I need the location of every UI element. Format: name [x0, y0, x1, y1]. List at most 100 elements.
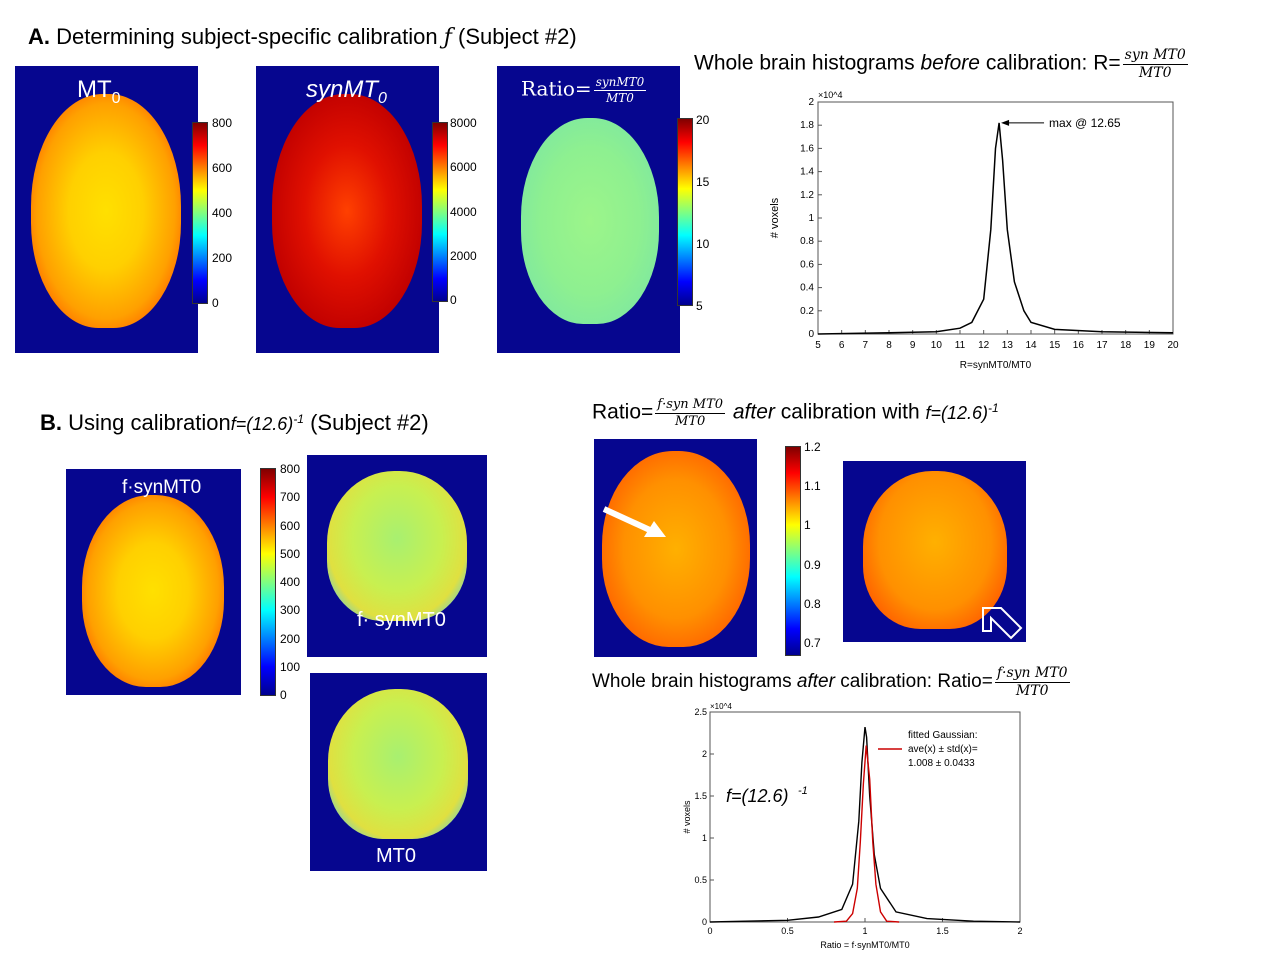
colorbar-tick: 1.1	[804, 479, 821, 494]
mt0-brain	[31, 94, 181, 328]
colorbar-tick: 15	[696, 175, 710, 189]
ratio-axial-image: Ratio= synMT0 MT0	[497, 66, 680, 353]
colorbar-tick: 0.9	[804, 557, 821, 572]
x-tick-label: 19	[1144, 340, 1156, 351]
y-tick-label: 1	[702, 833, 707, 843]
colorbar-tick: 2000	[450, 248, 477, 263]
annotation-label: max @ 12.65	[1049, 116, 1121, 130]
colorbar-tick: 800	[280, 462, 301, 476]
x-tick-label: 8	[886, 340, 892, 351]
colorbar-tick: 400	[212, 206, 233, 220]
x-tick-label: 11	[955, 340, 966, 351]
hist-b-chart: 0 0.5 1 1.5 2 0 0.5 1 1.5 2 2.5×10^4 # voxels Ratio …	[682, 702, 1023, 950]
y-tick-label: 2.5	[694, 707, 707, 717]
colorbar-tick: 200	[212, 251, 233, 265]
colorbar-tick: 500	[280, 546, 301, 561]
section-a-title-text: Determining subject-specific calibration	[56, 24, 438, 49]
colorbar-tick: 1.2	[804, 440, 821, 454]
ratio-after-axial-image	[594, 439, 757, 657]
colorbar-tick: 700	[280, 490, 301, 505]
ratio-after-title: Ratio= f·syn MT0 MT0 after calibration wit…	[592, 397, 999, 429]
x-tick-label: 0.5	[781, 926, 794, 936]
y-tick-label: 0	[808, 329, 814, 340]
synmt0-label: synMT0	[306, 76, 387, 107]
y-tick-label: 0.5	[694, 875, 707, 885]
colorbar-tick: 6000	[450, 160, 477, 175]
x-tick-label: 17	[1096, 340, 1108, 351]
section-a-title: A. Determining subject-specific calibrat…	[28, 24, 577, 50]
x-axis-label: R=synMT0/MT0	[960, 360, 1032, 371]
histogram-line	[817, 122, 1174, 335]
fsynmt0-colorbar	[260, 468, 276, 696]
white-arrow-icon	[602, 506, 666, 537]
outline-arrow-icon	[982, 607, 1023, 640]
x-tick-label: 6	[839, 340, 845, 351]
hist-a-chart: 5 6 7 8 9 10 11 12 13 14 15 16 17 18 19 2000.20.40.60.8…	[769, 90, 1179, 371]
mt0-coronal-label: MT0	[376, 845, 416, 867]
y-tick-label: 0.6	[800, 259, 814, 270]
ratio-label: Ratio= synMT0 MT0	[521, 75, 647, 105]
x-tick-label: 2	[1017, 926, 1022, 936]
x-axis-label: Ratio = f·synMT0/MT0	[820, 940, 909, 950]
hist-a-title: Whole brain histograms before calibratio…	[694, 47, 1188, 81]
colorbar-tick: 100	[280, 659, 301, 674]
colorbar-tick: 0	[450, 293, 457, 307]
gaussian-fit-line	[833, 745, 900, 923]
colorbar-tick: 8000	[450, 116, 477, 130]
colorbar-tick: 400	[280, 575, 301, 589]
x-tick-label: 15	[1049, 340, 1061, 351]
plot-frame	[817, 101, 1174, 335]
mt0-colorbar	[192, 122, 208, 304]
y-tick-label: 1.8	[800, 120, 814, 131]
fsynmt0-axial-image: f·synMT0	[66, 469, 241, 695]
annotation-arrowhead	[1001, 119, 1010, 126]
y-tick-label: 0.8	[800, 236, 814, 247]
ratio-after-coronal-brain	[863, 471, 1007, 629]
inline-f-label: f=(12.6)	[726, 786, 789, 806]
synmt0-axial-image: synMT0	[256, 66, 439, 353]
colorbar-tick: 800	[212, 116, 233, 130]
x-tick-label: 18	[1120, 340, 1132, 351]
y-axis-label: # voxels	[682, 800, 692, 834]
y-tick-label: 1.6	[800, 143, 814, 154]
y-tick-label: 0.2	[800, 306, 814, 317]
ratio-after-coronal-image	[843, 461, 1026, 642]
x-tick-label: 16	[1073, 340, 1085, 351]
mt0-coronal-brain	[328, 689, 468, 839]
legend-title: fitted Gaussian:	[908, 730, 977, 741]
y-tick-label: 0	[702, 917, 707, 927]
fsynmt0-coronal-label: f· synMT0	[357, 609, 446, 631]
y-tick-label: 1.4	[800, 167, 814, 178]
colorbar-tick: 0	[212, 296, 219, 310]
ratio-brain	[521, 118, 659, 324]
section-b-f-expr: f=(12.6)-1	[230, 412, 304, 434]
colorbar-tick: 200	[280, 631, 301, 646]
x-tick-label: 14	[1025, 340, 1037, 351]
x-tick-label: 0	[707, 926, 712, 936]
section-a-f-symbol: ƒ	[443, 25, 452, 50]
ratio-after-axial-brain	[602, 451, 750, 647]
y-tick-label: 1.5	[694, 791, 707, 801]
colorbar-tick: 4000	[450, 204, 477, 219]
colorbar-tick: 0.8	[804, 596, 821, 611]
section-a-subject: (Subject #2)	[458, 24, 577, 49]
colorbar-tick: 300	[280, 603, 301, 618]
section-b-title: B. Using calibrationf=(12.6)-1 (Subject …	[40, 410, 429, 436]
x-tick-label: 9	[910, 340, 916, 351]
hist-b-title: Whole brain histograms after calibration…	[592, 665, 1070, 699]
x-tick-label: 12	[978, 340, 990, 351]
colorbar-tick: 600	[212, 161, 233, 175]
fsynmt0-axial-label: f·synMT0	[122, 477, 202, 498]
y-exponent: ×10^4	[710, 702, 732, 711]
y-exponent: ×10^4	[818, 90, 843, 100]
x-tick-label: 7	[863, 340, 869, 351]
section-b-subject: (Subject #2)	[310, 410, 429, 435]
mt0-label: MT0	[77, 76, 121, 107]
x-tick-label: 1.5	[936, 926, 949, 936]
colorbar-tick: 5	[696, 299, 703, 313]
y-axis-label: # voxels	[769, 197, 781, 238]
synmt0-colorbar	[432, 122, 448, 302]
inline-f-label-exp: -1	[798, 785, 808, 797]
y-tick-label: 2	[702, 749, 707, 759]
colorbar-tick: 600	[280, 518, 301, 533]
